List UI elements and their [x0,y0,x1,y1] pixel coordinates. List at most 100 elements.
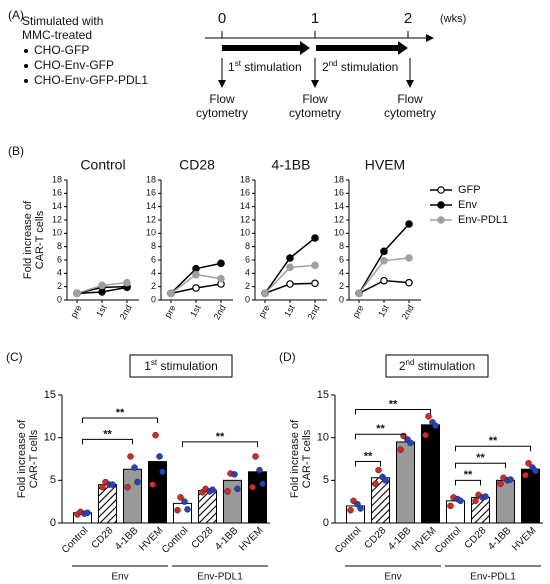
y-tick-label: 16 [146,188,156,198]
stimulation-label: 2nd stimulation [322,59,398,74]
bullet [24,49,28,53]
y-tick-label: 4 [151,268,156,278]
data-point [382,477,389,484]
group-label: Env-PDL1 [470,572,516,583]
data-point [174,506,181,514]
y-tick-label: 10 [317,432,329,444]
data-point [252,453,259,460]
x-tick-label: HVEM [237,525,265,553]
x-tick-label: 1st [94,303,109,319]
y-tick-label: 10 [334,228,344,238]
data-point [192,270,200,279]
text-part: stimulation [414,359,475,373]
legend-marker [437,186,445,194]
stimulation-label: 1st stimulation [228,59,302,74]
y-tick-label: 0 [57,294,62,304]
y-tick-label: 12 [146,214,156,224]
data-point [375,466,382,474]
x-tick-label: Control [333,525,364,556]
data-point [209,486,216,493]
significance-label: ** [216,431,225,443]
data-point [432,422,439,429]
group-text: CHO-GFP [34,43,89,57]
text-part: 1 [144,359,151,373]
data-point [184,506,191,513]
significance-bracket [182,441,258,447]
data-point [482,493,489,500]
readout-text: cytometry [384,106,436,120]
y-tick-label: 10 [52,228,62,238]
bar [396,441,415,524]
data-point [372,480,379,487]
data-point [425,413,432,420]
data-point [405,278,413,287]
data-point [311,234,319,242]
stim-arrow [316,41,408,55]
data-point [192,284,200,292]
legend-marker [437,201,445,209]
x-tick-label: Control [160,525,191,556]
y-tick-label: 12 [52,214,62,224]
y-tick-label: 14 [146,201,156,211]
y-tick-label: 14 [334,201,344,211]
data-point [311,279,319,288]
data-point [73,289,81,298]
bar [123,468,142,524]
y-tick-label: 10 [240,228,250,238]
group-text: CHO-Env-GFP [34,58,114,72]
data-point [472,497,479,505]
y-tick-label: 15 [44,389,56,401]
y-axis-label: Fold increase of [289,419,301,498]
bar [148,461,167,524]
x-tick-label: CD28 [90,525,116,551]
x-tick-label: 1st [376,303,391,319]
significance-bracket [455,462,506,469]
y-tick-label: 16 [334,188,344,198]
bar [496,479,515,524]
data-point [156,453,163,460]
y-tick-label: 6 [151,254,156,264]
y-tick-label: 8 [57,241,62,251]
group-text: CHO-Env-GFP-PDL1 [34,73,148,87]
x-tick-label: HVEM [510,525,538,553]
timeline-label: 1 [311,10,319,27]
readout-text: cytometry [289,106,341,120]
x-tick-label: CD28 [463,525,489,551]
data-point [261,289,269,298]
text-part: 1 [228,60,235,74]
chart-title: 1st stimulation [144,358,218,373]
data-point [525,460,532,467]
y-tick-label: 4 [245,268,250,278]
significance-label: ** [389,398,398,410]
data-point [231,471,238,478]
data-point [380,276,388,285]
y-axis-label: CAR-T cells [301,429,313,488]
y-tick-label: 4 [57,268,62,278]
data-point [149,481,156,488]
text-part: 2 [322,60,329,74]
legend-label: Env [458,199,477,211]
data-point [407,439,414,447]
y-tick-label: 18 [146,174,156,184]
data-point [131,464,138,471]
panel-label: (B) [8,144,24,158]
superscript: nd [406,358,415,367]
significance-label: ** [476,452,485,464]
y-axis-label: CAR-T cells [28,429,40,488]
data-point [457,497,464,505]
data-point [234,485,241,493]
y-tick-label: 0 [50,517,56,529]
data-point [224,488,231,495]
text-part: 2 [399,359,406,373]
chart-title: Control [80,157,125,173]
chart-title: HVEM [365,157,405,173]
legend-marker [437,216,445,224]
timeline-label: 0 [218,10,226,27]
data-point [98,281,106,290]
timeline-label: 2 [404,10,412,27]
y-tick-label: 2 [339,281,344,291]
y-tick-label: 12 [240,214,250,224]
x-tick-label: pre [257,303,272,319]
data-point [249,483,256,491]
data-point [217,274,225,283]
